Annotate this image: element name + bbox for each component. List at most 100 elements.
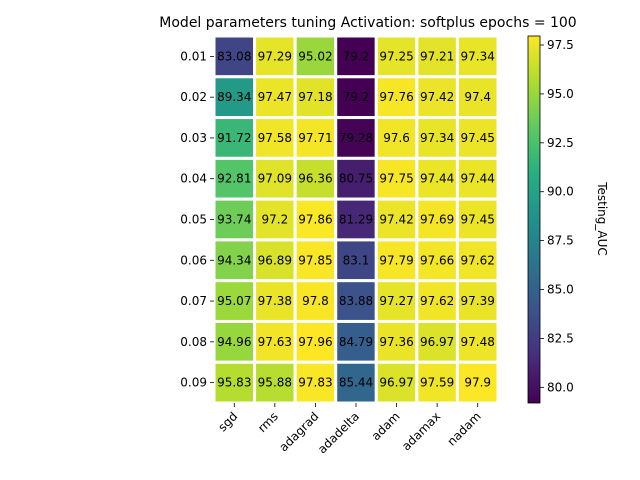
colorbar-label: Testing_AUC	[595, 181, 609, 256]
cell-value-label: 96.97	[420, 335, 454, 349]
colorbar-tick-label: 92.5	[547, 136, 574, 150]
cell-value-label: 91.72	[217, 131, 251, 145]
heatmap-cell	[374, 116, 419, 160]
cell-value-label: 97.34	[420, 131, 454, 145]
cell-value-label: 97.48	[461, 335, 495, 349]
colorbar-tick-label: 85.0	[547, 283, 574, 297]
heatmap-cell	[455, 319, 500, 364]
heatmap-cell	[415, 156, 459, 201]
y-tick-label: 0.03	[180, 131, 207, 145]
cell-value-label: 97.29	[258, 49, 292, 63]
cell-value-label: 97.62	[420, 294, 454, 308]
cell-value-label: 97.69	[420, 213, 454, 227]
cell-value-label: 97.86	[298, 213, 332, 227]
colorbar-tick-label: 87.5	[547, 234, 574, 248]
heatmap-cell	[334, 279, 378, 323]
cell-value-label: 94.96	[217, 335, 251, 349]
cell-value-label: 97.45	[461, 131, 495, 145]
cell-value-label: 97.6	[383, 131, 410, 145]
cell-value-label: 83.88	[339, 294, 373, 308]
cell-value-label: 95.07	[217, 294, 251, 308]
x-tick-label: adadelta	[315, 409, 362, 456]
colorbar-tick-label: 90.0	[547, 185, 574, 199]
colorbar-gradient	[527, 35, 541, 404]
cell-value-label: 97.76	[379, 90, 413, 104]
cell-value-label: 97.44	[420, 172, 454, 186]
cell-value-label: 85.44	[339, 376, 373, 390]
y-tick-label: 0.06	[180, 253, 207, 267]
cell-value-label: 97.8	[302, 294, 329, 308]
colorbar-tick-label: 80.0	[547, 380, 574, 394]
cell-value-label: 97.34	[461, 49, 495, 63]
cell-value-label: 97.71	[298, 131, 332, 145]
heatmap-cell	[293, 360, 338, 405]
cell-value-label: 97.47	[258, 90, 292, 104]
y-tick-label: 0.01	[180, 49, 207, 63]
cell-value-label: 94.34	[217, 253, 251, 267]
cell-value-label: 96.89	[258, 253, 292, 267]
x-tick-label: adamax	[399, 409, 443, 453]
colorbar-tick-label: 82.5	[547, 331, 574, 345]
cell-value-label: 97.42	[379, 213, 413, 227]
cell-value-label: 97.36	[379, 335, 413, 349]
colorbar: 80.0 82.5 85.0 87.5 90.0 92.5 95.0 97.5 Testing…	[527, 35, 609, 404]
cell-value-label: 83.08	[217, 49, 251, 63]
colorbar-tick-label: 95.0	[547, 87, 574, 101]
cell-value-label: 83.1	[343, 253, 370, 267]
x-tick-label: rms	[255, 409, 281, 435]
cell-value-label: 92.81	[217, 172, 251, 186]
cell-value-label: 97.96	[298, 335, 332, 349]
cell-value-label: 97.39	[461, 294, 495, 308]
cell-value-label: 79.2	[343, 90, 370, 104]
chart-title: Model parameters tuning Activation: soft…	[159, 15, 576, 31]
y-tick-label: 0.07	[180, 294, 207, 308]
heatmap-cell	[293, 116, 338, 160]
cell-value-label: 97.66	[420, 253, 454, 267]
cell-value-label: 97.83	[298, 376, 332, 390]
x-tick-label: sgd	[215, 409, 240, 434]
heatmap-cells: 83.08 97.29 95.02 79.2 97.25 97.21 97.34 89.34 9…	[212, 34, 500, 405]
colorbar-ticks: 80.0 82.5 85.0 87.5 90.0 92.5 95.0 97.5	[540, 38, 574, 394]
cell-value-label: 97.38	[258, 294, 292, 308]
cell-value-label: 97.59	[420, 376, 454, 390]
cell-value-label: 79.2	[343, 49, 370, 63]
heatmap-cell	[374, 319, 419, 364]
cell-value-label: 97.18	[298, 90, 332, 104]
colorbar-tick-label: 97.5	[547, 38, 574, 52]
cell-value-label: 97.63	[258, 335, 292, 349]
cell-value-label: 80.75	[339, 172, 373, 186]
cell-value-label: 97.75	[379, 172, 413, 186]
cell-value-label: 97.85	[298, 253, 332, 267]
heatmap-cell	[212, 238, 257, 283]
cell-value-label: 97.44	[461, 172, 495, 186]
cell-value-label: 97.25	[379, 49, 413, 63]
cell-value-label: 97.09	[258, 172, 292, 186]
cell-value-label: 97.79	[379, 253, 413, 267]
cell-value-label: 97.62	[461, 253, 495, 267]
y-tick-label: 0.09	[180, 376, 207, 390]
heatmap-cell	[293, 197, 338, 242]
heatmap-cell	[374, 360, 419, 405]
heatmap-cell	[253, 156, 297, 201]
cell-value-label: 84.79	[339, 335, 373, 349]
cell-value-label: 96.36	[298, 172, 332, 186]
cell-value-label: 95.02	[298, 49, 332, 63]
cell-value-label: 97.58	[258, 131, 292, 145]
y-tick-label: 0.02	[180, 90, 207, 104]
cell-value-label: 95.83	[217, 376, 251, 390]
cell-value-label: 96.97	[379, 376, 413, 390]
y-tick-labels: 0.01 0.02 0.03 0.04 0.05 0.06 0.07 0.08 0.09	[180, 49, 214, 390]
cell-value-label: 93.74	[217, 213, 251, 227]
cell-value-label: 97.4	[464, 90, 491, 104]
cell-value-label: 97.42	[420, 90, 454, 104]
x-tick-label: adam	[369, 409, 403, 443]
heatmap-cell	[293, 75, 338, 120]
cell-value-label: 97.2	[261, 213, 288, 227]
y-tick-label: 0.05	[180, 213, 207, 227]
cell-value-label: 79.28	[339, 131, 373, 145]
x-tick-label: nadam	[444, 409, 483, 448]
heatmap-cell	[253, 319, 297, 364]
cell-value-label: 95.88	[258, 376, 292, 390]
